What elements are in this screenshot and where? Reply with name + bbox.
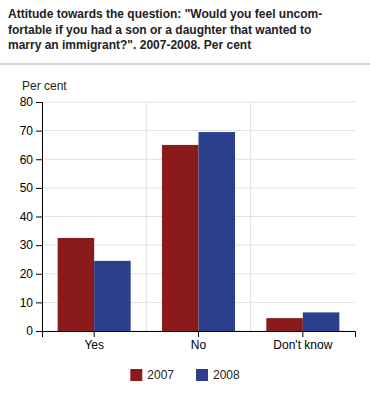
legend: 2007 2008	[130, 368, 240, 382]
y-tick-mark	[36, 159, 42, 160]
legend-label: 2007	[147, 368, 174, 382]
y-tick-label: 30	[20, 238, 34, 252]
y-tick-label: 20	[20, 267, 34, 281]
separator	[0, 64, 370, 65]
x-tick: Don't know	[273, 331, 332, 352]
bar-series	[94, 132, 339, 331]
x-axis: Yes No Don't know	[43, 331, 356, 352]
x-tick-label: Yes	[84, 338, 104, 352]
y-tick-label: 80	[20, 95, 34, 109]
y-tick-mark	[36, 102, 42, 103]
legend-label: 2008	[213, 368, 240, 382]
y-tick-mark	[36, 217, 42, 218]
grid-line	[42, 130, 355, 131]
y-tick-mark	[36, 188, 42, 189]
grid-line	[42, 102, 355, 103]
y-tick-mark	[36, 131, 42, 132]
y-tick: 40	[20, 210, 42, 224]
y-tick: 0	[26, 324, 42, 338]
title-line: marry an immigrant?". 2007-2008. Per cen…	[8, 38, 251, 52]
bar	[199, 132, 236, 331]
bar-series	[58, 145, 303, 331]
y-axis-line	[36, 103, 43, 332]
y-tick-mark	[36, 302, 42, 303]
y-tick: 20	[20, 267, 42, 281]
title-line: fortable if you had a son or a daughter …	[8, 23, 311, 37]
y-tick-label: 70	[20, 124, 34, 138]
y-tick-mark	[36, 331, 42, 332]
x-tick-mark	[198, 331, 199, 337]
dividers	[146, 102, 250, 331]
y-tick-mark	[36, 245, 42, 246]
grid	[42, 102, 355, 331]
bar	[303, 312, 340, 331]
x-axis-line	[43, 332, 356, 338]
y-tick: 70	[20, 124, 42, 138]
y-tick-label: 10	[20, 296, 34, 310]
bar	[162, 145, 199, 331]
y-label: Per cent	[22, 79, 67, 93]
x-tick-label: Don't know	[273, 338, 332, 352]
bar	[94, 261, 131, 331]
x-tick-mark	[94, 331, 95, 337]
title: Attitude towards the question: "Would yo…	[8, 7, 322, 52]
chart-svg: Attitude towards the question: "Would yo…	[0, 0, 370, 411]
legend-item: 2007	[130, 368, 174, 382]
chart-container: Attitude towards the question: "Would yo…	[0, 0, 370, 411]
legend-swatch	[196, 369, 208, 381]
x-tick: Yes	[84, 331, 104, 352]
y-tick-label: 50	[20, 181, 34, 195]
y-tick-label: 40	[20, 210, 34, 224]
y-tick: 30	[20, 238, 42, 252]
y-tick: 10	[20, 296, 42, 310]
title-line: Attitude towards the question: "Would yo…	[8, 7, 322, 21]
x-tick-mark	[302, 331, 303, 337]
bars	[58, 132, 340, 331]
legend-item: 2008	[196, 368, 240, 382]
plot: 0 10 20 30 40 50 60 70 80 Yes No Don't know	[20, 95, 356, 351]
y-axis: 0 10 20 30 40 50 60 70 80	[20, 95, 43, 338]
bar	[58, 238, 95, 331]
y-tick: 80	[20, 95, 42, 109]
y-tick-mark	[36, 274, 42, 275]
x-tick: No	[191, 331, 207, 352]
y-tick-label: 0	[26, 324, 33, 338]
y-tick: 50	[20, 181, 42, 195]
group-divider	[146, 102, 147, 331]
bar	[266, 318, 303, 331]
x-tick-label: No	[191, 338, 207, 352]
legend-swatch	[130, 369, 142, 381]
group-divider	[250, 102, 251, 331]
y-tick: 60	[20, 153, 42, 167]
y-tick-label: 60	[20, 153, 34, 167]
